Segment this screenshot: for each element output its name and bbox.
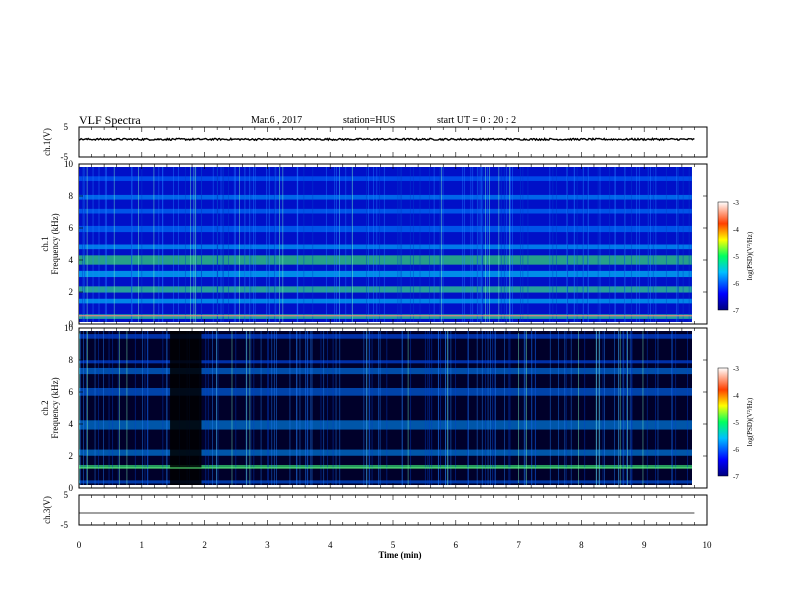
x-tick-label: 5 [391,540,396,550]
colorbar-tick-label: -3 [733,365,739,373]
ch2-colorbar-gradient [717,367,729,477]
waveform-traces [78,137,695,514]
spectrogram-band [79,194,692,200]
y-tick-label: 4 [69,419,74,429]
ch1-spectrogram-ylabel-channel: ch.1 [40,236,50,251]
ch1-spectrogram [79,167,692,322]
colorbar-tick-label: -5 [733,419,739,427]
spectrogram-band [79,244,692,250]
spectrogram-band [79,480,692,484]
colorbar-tick-label: -4 [733,226,739,234]
y-tick-label: 10 [64,323,74,333]
y-tick-label: 6 [69,387,74,397]
y-tick-label: 5 [64,122,69,132]
x-tick-label: 2 [202,540,207,550]
ch2-colorbar: log(PSD)(V²/Hz) [717,367,754,477]
ch3-waveform-ylabel: ch.3(V) [42,496,52,524]
spectrogram-band [79,387,692,396]
y-tick-label: 0 [69,483,74,493]
spectrogram-band [79,225,692,233]
spectrogram-band [79,367,692,375]
x-tick-label: 8 [579,540,584,550]
spectrogram-band [79,314,692,319]
spectrogram-band [79,360,692,364]
spectrogram-band [79,298,692,304]
y-tick-label: 8 [69,355,74,365]
y-tick-label: 10 [64,159,74,169]
ch2-spectrogram-ylabel-channel: ch.2 [40,400,50,415]
ch2-spectrogram [79,331,692,485]
x-tick-label: 10 [703,540,713,550]
y-tick-label: 4 [69,255,74,265]
spectrogram-band [79,334,692,339]
ch1-waveform-ylabel: ch.1(V) [42,128,52,156]
x-tick-label: 0 [77,540,82,550]
y-tick-label: -5 [61,152,69,162]
y-tick-label: 6 [69,223,74,233]
spectrogram-band [79,176,692,181]
x-tick-label: 4 [328,540,333,550]
spectrogram-quiet-region [170,331,202,485]
y-tick-label: 8 [69,191,74,201]
spectrogram-band [79,270,692,278]
x-tick-label: 3 [265,540,270,550]
ch2-colorbar-label: log(PSD)(V²/Hz) [746,397,754,446]
waveform-trace-0 [78,137,695,142]
y-tick-label: 2 [69,287,74,297]
spectrogram-band [79,449,692,456]
y-tick-label: 5 [64,490,69,500]
ch1-spectrogram-ylabel-freq: Frequency (kHz) [50,213,60,274]
y-tick-label: -5 [61,520,69,530]
y-tick-label: 2 [69,451,74,461]
x-tick-label: 9 [642,540,647,550]
colorbar-tick-label: -7 [733,473,739,481]
spectrogram-band [79,420,692,430]
colorbar-tick-label: -5 [733,253,739,261]
spectrogram-band [79,255,692,265]
x-tick-label: 1 [140,540,145,550]
colorbar-tick-label: -3 [733,199,739,207]
colorbar-ticks: -3 -4 -5 -6 -7 -3 -4 -5 -6 -7 [733,199,739,481]
spectrogram-band [79,286,692,293]
date-label: Mar.6 , 2017 [251,115,303,126]
station-label: station=HUS [343,115,396,126]
colorbar-tick-label: -6 [733,446,739,454]
x-tick-label: 7 [516,540,521,550]
ch1-colorbar-gradient [717,201,729,311]
start-time-label: start UT = 0 : 20 : 2 [437,115,517,126]
ch1-colorbar: log(PSD)(V²/Hz) [717,201,754,311]
colorbar-tick-label: -4 [733,392,739,400]
spectrogram-band [79,464,692,469]
chart-title: VLF Spectra [79,113,141,127]
ch1-colorbar-label: log(PSD)(V²/Hz) [746,231,754,280]
x-axis-label: Time (min) [378,550,421,560]
colorbar-tick-label: -6 [733,280,739,288]
spectrogram-band [79,208,692,214]
y-tick-label: 0 [69,319,74,329]
colorbar-tick-label: -7 [733,307,739,315]
ch2-spectrogram-ylabel-freq: Frequency (kHz) [50,377,60,438]
x-tick-label: 6 [454,540,459,550]
